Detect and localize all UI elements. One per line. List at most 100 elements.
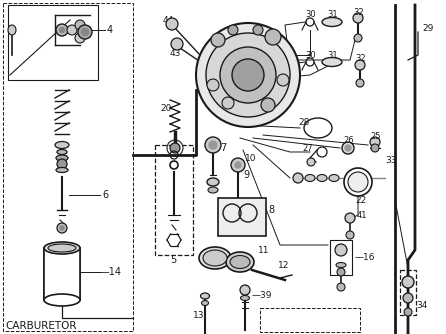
Ellipse shape <box>230 256 250 269</box>
Circle shape <box>169 21 175 27</box>
Circle shape <box>196 23 300 127</box>
Circle shape <box>222 97 234 109</box>
Text: 10: 10 <box>245 154 256 163</box>
Bar <box>8 5 98 80</box>
Text: 34: 34 <box>416 301 427 310</box>
Ellipse shape <box>56 155 68 161</box>
Text: —16: —16 <box>355 254 376 263</box>
Text: 4: 4 <box>107 25 113 35</box>
Ellipse shape <box>8 25 16 35</box>
Text: —39: —39 <box>252 291 273 300</box>
Bar <box>44 248 80 300</box>
Text: 27: 27 <box>302 144 313 153</box>
Circle shape <box>57 159 67 169</box>
Text: 22: 22 <box>355 195 366 204</box>
Text: 20: 20 <box>160 104 171 113</box>
Text: 32: 32 <box>355 53 366 62</box>
Circle shape <box>345 213 355 223</box>
Circle shape <box>293 173 303 183</box>
Circle shape <box>346 231 354 239</box>
Circle shape <box>337 283 345 291</box>
Ellipse shape <box>199 247 231 269</box>
Text: 31: 31 <box>327 50 338 59</box>
Text: 8: 8 <box>268 205 274 215</box>
Ellipse shape <box>57 150 67 155</box>
Circle shape <box>335 244 347 256</box>
Ellipse shape <box>56 167 68 172</box>
Circle shape <box>231 158 245 172</box>
Text: 44: 44 <box>163 15 174 24</box>
Circle shape <box>337 268 345 276</box>
Text: 7: 7 <box>220 143 226 153</box>
Text: 30: 30 <box>305 50 316 59</box>
Text: —14: —14 <box>100 267 122 277</box>
Circle shape <box>56 24 68 36</box>
Ellipse shape <box>317 174 327 181</box>
Circle shape <box>81 28 89 36</box>
Ellipse shape <box>48 244 76 252</box>
Bar <box>330 240 352 275</box>
Circle shape <box>371 144 379 152</box>
Circle shape <box>356 79 364 87</box>
Ellipse shape <box>208 187 218 193</box>
Ellipse shape <box>202 301 208 306</box>
Text: 12: 12 <box>278 261 289 270</box>
Circle shape <box>307 158 315 166</box>
Bar <box>218 198 266 236</box>
Text: 29: 29 <box>422 23 434 32</box>
Circle shape <box>206 33 290 117</box>
Circle shape <box>344 168 372 196</box>
Circle shape <box>265 29 281 45</box>
Circle shape <box>60 226 64 230</box>
Ellipse shape <box>55 142 69 149</box>
Ellipse shape <box>322 57 342 66</box>
Bar <box>400 270 416 315</box>
Circle shape <box>342 142 354 154</box>
Text: 13: 13 <box>193 312 205 321</box>
Circle shape <box>235 162 241 168</box>
Circle shape <box>174 41 180 47</box>
Circle shape <box>170 143 180 153</box>
Circle shape <box>232 59 264 91</box>
Text: 31: 31 <box>327 9 338 18</box>
Ellipse shape <box>233 209 243 214</box>
Text: 26: 26 <box>343 136 354 145</box>
Circle shape <box>355 60 365 70</box>
Text: 11: 11 <box>258 245 269 255</box>
Ellipse shape <box>203 250 227 266</box>
Text: CARBURETOR: CARBURETOR <box>5 321 77 331</box>
Ellipse shape <box>201 293 210 299</box>
Circle shape <box>354 34 362 42</box>
Ellipse shape <box>44 242 80 254</box>
Circle shape <box>166 18 178 30</box>
Text: 32: 32 <box>353 7 363 16</box>
Circle shape <box>403 293 413 303</box>
Circle shape <box>75 33 85 43</box>
Circle shape <box>205 137 221 153</box>
Text: 9: 9 <box>243 170 249 180</box>
Circle shape <box>370 137 380 147</box>
Circle shape <box>67 25 77 35</box>
Text: 33: 33 <box>385 156 396 165</box>
Text: 43: 43 <box>170 48 182 57</box>
Circle shape <box>253 25 263 35</box>
Ellipse shape <box>232 201 244 208</box>
Circle shape <box>78 25 92 39</box>
Ellipse shape <box>226 252 254 272</box>
Circle shape <box>277 74 289 86</box>
Ellipse shape <box>322 17 342 26</box>
Circle shape <box>353 13 363 23</box>
Text: 30: 30 <box>305 9 316 18</box>
Circle shape <box>171 38 183 50</box>
Ellipse shape <box>305 174 315 181</box>
Bar <box>155 145 193 255</box>
Circle shape <box>240 285 250 295</box>
Circle shape <box>209 141 217 149</box>
Circle shape <box>59 27 65 33</box>
Ellipse shape <box>44 294 80 306</box>
Bar <box>3 3 133 331</box>
Text: 41: 41 <box>357 210 368 219</box>
Ellipse shape <box>329 174 339 181</box>
Circle shape <box>211 33 225 47</box>
Text: 5: 5 <box>170 255 176 265</box>
